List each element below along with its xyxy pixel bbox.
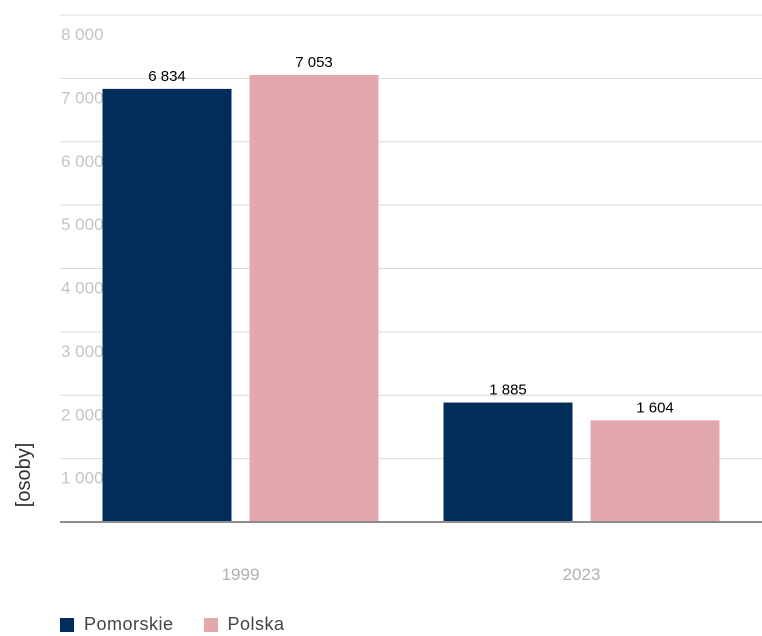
bars bbox=[102, 75, 720, 523]
y-tick-label: 1 000 bbox=[61, 469, 104, 488]
legend-label-polska: Polska bbox=[227, 614, 285, 634]
y-tick-label: 2 000 bbox=[61, 405, 104, 424]
legend-item-polska: Polska bbox=[203, 614, 285, 635]
y-axis-ticks: 1 000 2 000 3 000 4 000 5 000 6 000 7 000 8 000 bbox=[61, 25, 104, 488]
bar-pomorskie-2023 bbox=[443, 402, 573, 522]
legend-swatch-polska bbox=[203, 617, 218, 632]
bar-pomorskie-1999 bbox=[102, 88, 232, 522]
legend-label-pomorskie: Pomorskie bbox=[84, 614, 174, 634]
data-label-pomorskie-1999: 6 834 bbox=[148, 68, 186, 85]
data-label-polska-2023: 1 604 bbox=[636, 399, 674, 416]
legend-item-pomorskie: Pomorskie bbox=[60, 614, 174, 635]
y-tick-label: 5 000 bbox=[61, 215, 104, 234]
bar-polska-1999 bbox=[249, 75, 379, 523]
y-tick-label: 7 000 bbox=[61, 88, 104, 107]
data-label-polska-1999: 7 053 bbox=[295, 54, 333, 71]
x-category-label: 2023 bbox=[563, 565, 601, 584]
legend: Pomorskie Polska bbox=[60, 614, 285, 635]
y-tick-label: 3 000 bbox=[61, 342, 104, 361]
legend-swatch-pomorskie bbox=[60, 617, 74, 632]
bar-chart: 1 000 2 000 3 000 4 000 5 000 6 000 7 000 8 000… bbox=[13, 14, 762, 584]
x-category-label: 1999 bbox=[222, 565, 260, 584]
y-tick-label: 6 000 bbox=[61, 152, 104, 171]
y-tick-label: 8 000 bbox=[61, 25, 104, 44]
bar-polska-2023 bbox=[590, 420, 720, 522]
data-labels: 6 834 7 053 1 885 1 604 bbox=[148, 54, 674, 416]
y-tick-label: 4 000 bbox=[61, 279, 104, 298]
y-axis-label: [osoby] bbox=[13, 443, 35, 507]
x-axis-categories: 1999 2023 bbox=[222, 565, 601, 584]
data-label-pomorskie-2023: 1 885 bbox=[489, 382, 527, 399]
